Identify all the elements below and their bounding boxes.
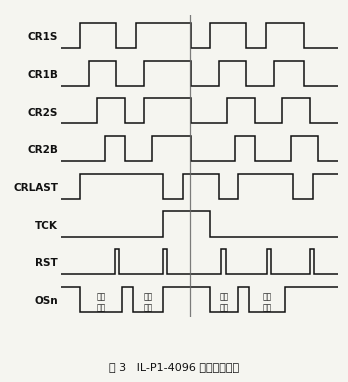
Text: CR1S: CR1S — [28, 32, 58, 42]
Text: 图 3   IL-P1-4096 的时序细节图: 图 3 IL-P1-4096 的时序细节图 — [109, 363, 239, 372]
Text: CR2B: CR2B — [27, 145, 58, 155]
Text: 锁定
像素: 锁定 像素 — [96, 293, 106, 312]
Text: CRLAST: CRLAST — [13, 183, 58, 193]
Text: OSn: OSn — [34, 296, 58, 306]
Text: RST: RST — [35, 259, 58, 269]
Text: 锁定
像素: 锁定 像素 — [262, 293, 272, 312]
Text: TCK: TCK — [35, 221, 58, 231]
Text: 锁定
像素: 锁定 像素 — [143, 293, 153, 312]
Text: CR2S: CR2S — [28, 108, 58, 118]
Text: CR1B: CR1B — [27, 70, 58, 80]
Text: 锁定
像素: 锁定 像素 — [220, 293, 229, 312]
